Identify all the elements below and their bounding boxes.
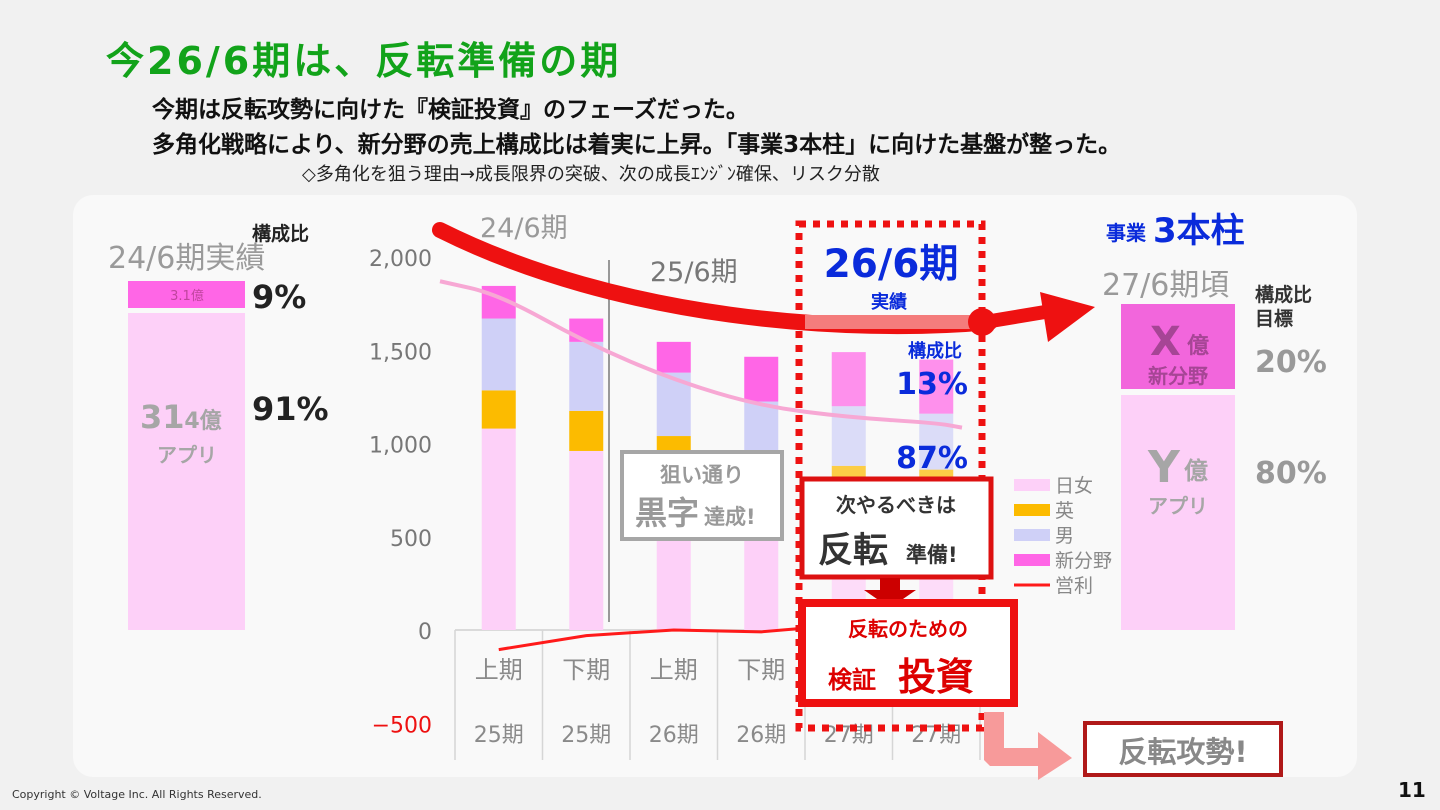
right-block: 事業 3本柱 27/6期頃 構成比 目標 X 億 新分野 20% Y 億 アプリ… <box>1102 211 1327 630</box>
investment-callout <box>798 599 1018 707</box>
down-arrow-icon <box>864 578 916 608</box>
x-tick-label: 下期 <box>562 656 610 684</box>
page-number: 11 <box>1398 778 1426 802</box>
y-letter: Y <box>1147 442 1181 493</box>
right-new-field-bar <box>1121 304 1235 389</box>
subtitle-2: 多角化戦略により、新分野の売上構成比は着実に上昇。「事業3本柱」に向けた基盤が整… <box>152 132 1122 158</box>
x-letter: X <box>1150 319 1181 365</box>
achieved-callout <box>620 450 784 541</box>
bar-segment <box>831 352 866 407</box>
y-tick-label: 2,000 <box>369 247 432 272</box>
legend-label: 日女 <box>1055 475 1093 497</box>
invest-line-2b: 投資 <box>898 655 974 699</box>
x-tick-label: 上期 <box>475 656 523 684</box>
bar-segment <box>569 450 604 630</box>
x-ratio: 20% <box>1255 345 1327 380</box>
next-line-2a: 反転 <box>818 531 888 571</box>
x-label: 新分野 <box>1148 364 1208 388</box>
legend-label: 英 <box>1055 500 1074 522</box>
bar-segment <box>569 341 604 411</box>
left-new-field-bar <box>128 281 245 308</box>
left-app-value: 31 <box>140 398 185 436</box>
achieved-line-2b: 達成! <box>704 505 756 529</box>
period-26-highlight <box>795 220 986 732</box>
x-group-label: 25期 <box>474 723 524 748</box>
left-period-label: 24/6期実績 <box>108 241 265 276</box>
trend-arrow-head <box>1040 292 1095 342</box>
left-block: 構成比 24/6期実績 3.1億 9% 31 .4億 アプリ 91% <box>108 222 329 630</box>
invest-line-1: 反転のための <box>848 617 968 641</box>
x-group-label: 26期 <box>649 723 699 748</box>
period-26-ratio-app: 87% <box>896 441 968 476</box>
legend-label: 男 <box>1055 525 1074 547</box>
bar-segment <box>656 341 691 373</box>
y-tick-label: 1,000 <box>369 434 432 459</box>
period-25-label: 25/6期 <box>650 257 738 288</box>
page-title: 今26/6期は、反転準備の期 <box>106 39 622 83</box>
bent-arrow-icon <box>984 712 1072 780</box>
bar-segment <box>569 410 604 451</box>
pillars-header: 3本柱 <box>1153 211 1245 251</box>
left-app-value-unit: .4億 <box>176 408 222 434</box>
bar-segment <box>481 318 516 391</box>
y-label: アプリ <box>1148 494 1208 518</box>
bar-segment <box>569 318 604 342</box>
trend-line <box>439 279 963 430</box>
y-ratio: 80% <box>1255 456 1327 491</box>
legend-swatch <box>1014 504 1050 516</box>
y-tick-label: 1,500 <box>369 340 432 365</box>
copyright: Copyright © Voltage Inc. All Rights Rese… <box>12 788 262 801</box>
x-tick-label: 下期 <box>737 656 785 684</box>
subtitle-1: 今期は反転攻勢に向けた『検証投資』のフェーズだった。 <box>152 97 749 123</box>
next-line-1: 次やるべきは <box>836 493 956 517</box>
legend-label: 営利 <box>1055 575 1093 597</box>
x-group-label: 26期 <box>736 723 786 748</box>
y-axis: 2,000 1,500 1,000 500 0 −500 <box>369 247 432 738</box>
achieved-line-1: 狙い通り <box>660 463 744 487</box>
left-app-ratio: 91% <box>252 390 329 428</box>
period-26-ratio-header: 構成比 <box>908 340 962 362</box>
pillars-header-prefix: 事業 <box>1106 221 1147 245</box>
left-app-label: アプリ <box>157 443 217 467</box>
offensive-callout <box>1083 721 1283 777</box>
right-ratio-header-1: 構成比 <box>1255 283 1312 306</box>
y-tick-label: 500 <box>390 527 432 552</box>
y-tick-label: 0 <box>418 620 432 645</box>
left-app-bar <box>128 313 245 630</box>
offensive-label: 反転攻勢! <box>1118 735 1247 769</box>
next-action-callout <box>799 476 994 580</box>
legend-swatch <box>1014 554 1050 566</box>
period-26-ratio-new: 13% <box>896 367 968 402</box>
x-tick-label: 上期 <box>650 656 698 684</box>
x-unit: 億 <box>1187 333 1209 359</box>
invest-line-2a: 検証 <box>828 666 876 694</box>
period-26-label: 26/6期 <box>824 242 959 287</box>
y-unit: 億 <box>1184 457 1208 485</box>
bar-segment <box>481 390 516 429</box>
left-ratio-header: 構成比 <box>252 222 309 245</box>
right-ratio-header-2: 目標 <box>1255 307 1293 330</box>
legend-swatch <box>1014 529 1050 541</box>
legend-swatch <box>1014 479 1050 491</box>
achieved-line-2a: 黒字 <box>635 494 699 532</box>
legend-label: 新分野 <box>1055 550 1112 572</box>
right-period-label: 27/6期頃 <box>1102 268 1229 303</box>
period-26-sub: 実績 <box>871 291 907 313</box>
x-group-label: 25期 <box>561 723 611 748</box>
diversification-note: ◇多角化を狙う理由→成長限界の突破、次の成長ｴﾝｼﾞﾝ確保、リスク分散 <box>302 164 880 185</box>
bar-segment <box>744 356 779 402</box>
left-new-value: 3.1億 <box>170 288 204 304</box>
right-app-bar <box>1121 395 1235 630</box>
next-line-2b: 準備! <box>906 543 958 567</box>
bar-segment <box>919 359 954 414</box>
bar-segment <box>481 428 516 630</box>
y-tick-label: −500 <box>372 713 432 738</box>
left-new-ratio: 9% <box>252 278 306 316</box>
period-24-label: 24/6期 <box>480 213 568 244</box>
